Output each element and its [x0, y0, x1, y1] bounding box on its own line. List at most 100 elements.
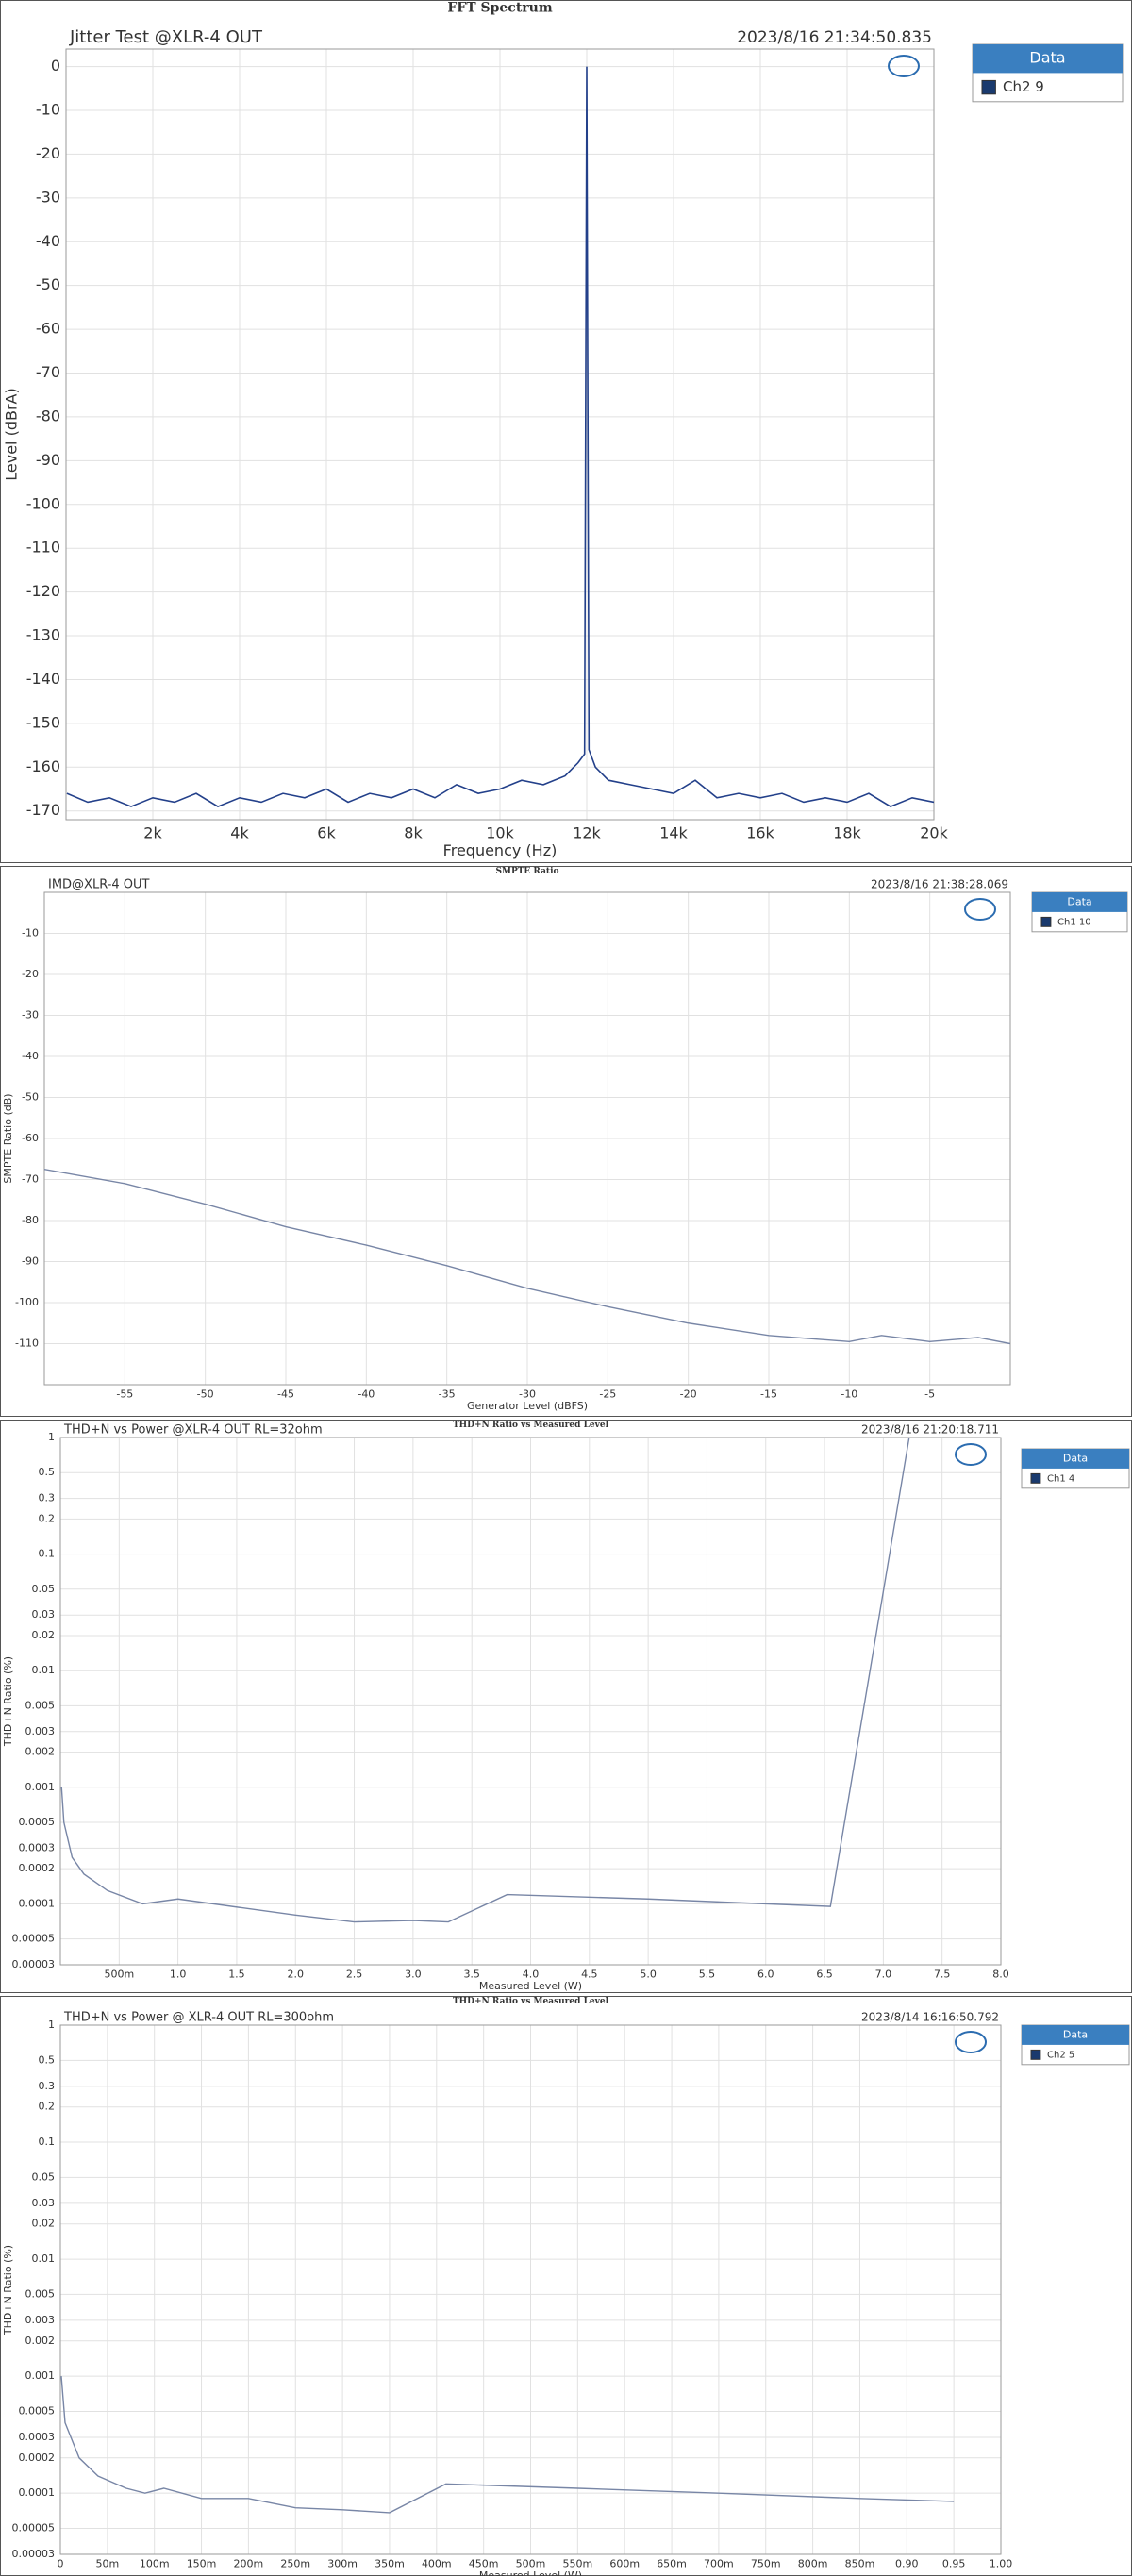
y-tick-label: -120: [26, 582, 60, 600]
x-tick-label: 20k: [920, 824, 948, 842]
y-tick-label: -170: [26, 801, 60, 819]
data-line: [60, 1438, 910, 1923]
y-tick-label: 0.05: [32, 2170, 56, 2183]
x-tick-label: 800m: [798, 2557, 828, 2569]
y-tick-label: 0.00005: [12, 2521, 56, 2534]
y-axis-label: THD+N Ratio (%): [2, 2245, 14, 2335]
x-tick-label: 100m: [140, 2557, 170, 2569]
legend-label: Ch1 10: [1057, 917, 1091, 927]
y-tick-label: 0.1: [39, 2136, 56, 2148]
y-tick-label: 1: [48, 2019, 55, 2031]
y-tick-label: -150: [26, 713, 60, 731]
y-axis-label: SMPTE Ratio (dB): [2, 1093, 14, 1183]
x-tick-label: -25: [599, 1388, 616, 1400]
x-tick-label: 5.0: [640, 1968, 657, 1980]
y-tick-label: 0.003: [25, 2314, 56, 2326]
x-tick-label: 12k: [573, 824, 601, 842]
legend-header: [1032, 892, 1127, 912]
y-axis-label: Level (dBrA): [2, 388, 20, 480]
y-tick-label: 0.0005: [19, 1816, 56, 1828]
y-tick-label: -90: [22, 1255, 39, 1268]
legend-title: Data: [1063, 2028, 1088, 2040]
y-tick-label: -140: [26, 670, 60, 688]
ap-logo: [888, 55, 920, 77]
chart-title: THD+N Ratio vs Measured Level: [453, 1997, 609, 2006]
data-line: [60, 2376, 955, 2514]
x-axis-label: Measured Level (W): [479, 2569, 582, 2576]
x-tick-label: -55: [116, 1388, 133, 1400]
legend-label: Ch2 9: [1003, 78, 1044, 95]
chart-subtitle: THD+N vs Power @ XLR-4 OUT RL=300ohm: [63, 2010, 334, 2024]
x-tick-label: -20: [680, 1388, 697, 1400]
chart-panel: -10 -20 -30 -40 -50 -60 -70 -80 -90 -100 -110 -55 -5…: [0, 866, 1132, 1417]
legend-title: Data: [1063, 1452, 1088, 1464]
chart-panel: 1 0.5 0.3 0.2 0.1 0.05 0.03 0.02 0.01 0.005 0.003 0…: [0, 1420, 1132, 1993]
y-tick-label: 0.00003: [12, 1958, 56, 1970]
x-tick-label: 1.0: [170, 1968, 187, 1980]
x-tick-label: 250m: [280, 2557, 310, 2569]
x-axis-label: Frequency (Hz): [443, 841, 558, 859]
ap-logo: [964, 898, 996, 921]
legend-header: [1022, 2025, 1129, 2045]
y-tick-label: -20: [36, 144, 60, 162]
y-tick-label: 0.01: [32, 1664, 56, 1676]
y-tick-label: 0.00005: [12, 1933, 56, 1945]
x-tick-label: 8k: [404, 824, 423, 842]
y-tick-label: 0.01: [32, 2252, 56, 2265]
x-tick-label: 50m: [95, 2557, 119, 2569]
x-tick-label: 4k: [230, 824, 249, 842]
x-tick-label: 8.0: [992, 1968, 1009, 1980]
x-tick-label: 150m: [187, 2557, 217, 2569]
chart-panel: 0 -10 -20 -30 -40 -50 -60 -70 -80 -90 -100 -110 -120…: [0, 0, 1132, 863]
y-tick-label: -20: [22, 968, 39, 980]
x-tick-label: 600m: [609, 2557, 640, 2569]
y-tick-label: 0.0005: [19, 2404, 56, 2417]
x-tick-label: 850m: [845, 2557, 875, 2569]
x-tick-label: 400m: [422, 2557, 452, 2569]
y-tick-label: 0.2: [39, 1512, 56, 1524]
plot-frame: [43, 891, 1011, 1386]
y-tick-label: 0.5: [39, 1466, 56, 1478]
x-tick-label: 6k: [317, 824, 336, 842]
x-tick-label: 500m: [104, 1968, 134, 1980]
y-tick-label: -110: [15, 1338, 39, 1350]
y-tick-label: -80: [36, 407, 60, 424]
data-line: [44, 1168, 1010, 1345]
legend-label: Ch1 4: [1047, 1473, 1074, 1484]
y-tick-label: 0.3: [39, 1492, 56, 1504]
legend-header: [1022, 1449, 1129, 1469]
x-tick-label: 7.5: [934, 1968, 951, 1980]
x-tick-label: 14k: [659, 824, 688, 842]
x-tick-label: 3.0: [405, 1968, 422, 1980]
legend-label: Ch2 5: [1047, 2050, 1074, 2060]
y-tick-label: 0.005: [25, 2287, 56, 2300]
y-tick-label: 0.0003: [19, 1841, 56, 1853]
y-tick-label: 0.001: [25, 1781, 56, 1793]
x-tick-label: 450m: [469, 2557, 499, 2569]
y-tick-label: 0.02: [32, 2218, 56, 2230]
y-tick-label: -70: [36, 363, 60, 381]
y-tick-label: 0.0002: [19, 1862, 56, 1874]
y-tick-label: -10: [36, 100, 60, 118]
x-tick-label: -50: [197, 1388, 214, 1400]
x-axis-label: Generator Level (dBFS): [467, 1400, 588, 1412]
y-tick-label: -130: [26, 626, 60, 644]
y-tick-label: 1: [48, 1431, 55, 1443]
timestamp: 2023/8/16 21:20:18.711: [861, 1422, 999, 1436]
legend-swatch: [1030, 2049, 1041, 2060]
legend-title: Data: [1067, 895, 1091, 907]
x-tick-label: 6.5: [816, 1968, 833, 1980]
x-tick-label: 0.90: [895, 2557, 919, 2569]
x-tick-label: 500m: [516, 2557, 546, 2569]
x-tick-label: 200m: [234, 2557, 264, 2569]
y-tick-label: -100: [15, 1296, 39, 1308]
x-tick-label: 700m: [704, 2557, 734, 2569]
x-tick-label: 18k: [833, 824, 861, 842]
x-tick-label: -15: [760, 1388, 777, 1400]
x-tick-label: -40: [358, 1388, 375, 1400]
y-tick-label: -100: [26, 494, 60, 512]
x-tick-label: 2.5: [346, 1968, 363, 1980]
y-tick-label: 0.002: [25, 1746, 56, 1758]
x-tick-label: 350m: [375, 2557, 405, 2569]
y-tick-label: -80: [22, 1214, 39, 1226]
